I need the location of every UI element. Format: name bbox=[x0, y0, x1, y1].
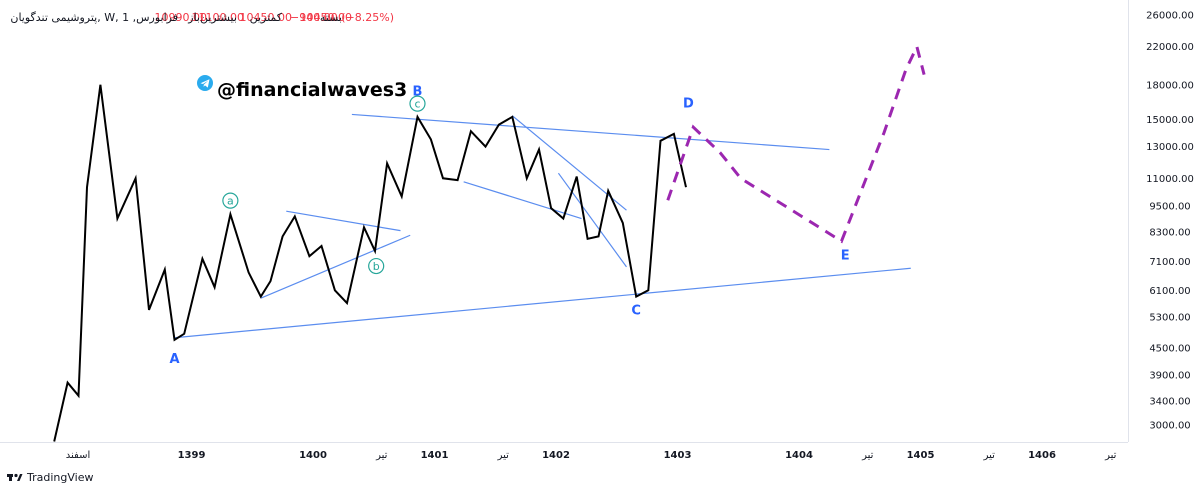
x-tick-label: 1405 bbox=[907, 450, 935, 461]
x-tick-label: اسفند bbox=[66, 450, 90, 461]
y-tick-label: 3400.00 bbox=[1149, 397, 1190, 408]
low-value: 10450.00 bbox=[240, 11, 293, 24]
watermark-handle: @financialwaves3 bbox=[217, 79, 407, 101]
symbol-header: −940.00 (−8.25%) 10450.00 کمترین 11100.0… bbox=[10, 11, 394, 24]
wave-label: D bbox=[683, 97, 694, 112]
x-tick-label: تیر bbox=[983, 450, 996, 461]
y-tick-label: 9500.00 bbox=[1149, 202, 1190, 213]
sub-wave-circle bbox=[368, 257, 385, 275]
x-tick-label: 1403 bbox=[664, 450, 692, 461]
y-tick-label: 6100.00 bbox=[1149, 286, 1190, 297]
x-tick-label: تیر bbox=[497, 450, 510, 461]
tradingview-branding: TradingView bbox=[7, 471, 93, 484]
x-tick-label: 1401 bbox=[421, 450, 449, 461]
x-tick-label: 1404 bbox=[785, 450, 813, 461]
sub-wave-text: c bbox=[414, 98, 420, 111]
trendline bbox=[557, 172, 627, 268]
price-line bbox=[53, 84, 687, 442]
sub-wave-label: c bbox=[409, 95, 426, 112]
y-tick-label: 3000.00 bbox=[1149, 421, 1190, 432]
trendlines bbox=[174, 113, 911, 339]
tradingview-brand: TradingView bbox=[26, 471, 93, 484]
watermark: @financialwaves3 bbox=[197, 75, 407, 101]
sub-wave-label: b bbox=[368, 257, 385, 275]
y-tick-label: 22000.00 bbox=[1146, 42, 1194, 53]
wave-label: C bbox=[631, 304, 641, 319]
high-label: بیشترین bbox=[200, 11, 237, 24]
x-tick-label: تیر bbox=[1104, 450, 1117, 461]
y-tick-label: 3900.00 bbox=[1149, 371, 1190, 382]
wave-labels: A B C D Ea b c bbox=[169, 84, 849, 367]
y-tick-label: 15000.00 bbox=[1146, 115, 1194, 126]
high-value: 11100.00 bbox=[192, 11, 245, 24]
x-tick-label: 1399 bbox=[178, 450, 206, 461]
x-tick-label: 1406 bbox=[1028, 450, 1056, 461]
open-label: باز bbox=[187, 11, 200, 24]
open-value: 10990.00 bbox=[155, 11, 208, 24]
trendline bbox=[286, 210, 401, 232]
trendline bbox=[463, 181, 582, 220]
close-value: 10450.00 bbox=[300, 11, 353, 24]
sub-wave-text: a bbox=[227, 195, 234, 208]
wave-label: E bbox=[841, 248, 850, 263]
tradingview-logo-icon bbox=[7, 473, 23, 481]
y-tick-label: 11000.00 bbox=[1146, 174, 1194, 185]
x-tick-label: 1402 bbox=[542, 450, 570, 461]
wave-label: B bbox=[413, 84, 423, 99]
telegram-icon bbox=[197, 75, 213, 91]
wave-label: A bbox=[169, 352, 179, 367]
y-tick-label: 7100.00 bbox=[1149, 257, 1190, 268]
price-change: −940.00 (−8.25%) bbox=[290, 11, 394, 24]
y-tick-label: 26000.00 bbox=[1146, 11, 1194, 22]
x-tick-label: 1400 bbox=[299, 450, 327, 461]
y-tick-label: 5300.00 bbox=[1149, 312, 1190, 323]
sub-wave-circle bbox=[409, 95, 426, 112]
x-axis: اسفند 1399 1400 تیر 1401 تیر 1402 1403 1404 تیر 14… bbox=[66, 450, 1117, 461]
trendline bbox=[351, 113, 830, 151]
low-label: کمترین bbox=[250, 11, 283, 24]
y-axis: 3000.00 3400.00 3900.00 4500.00 5300.00 6100.… bbox=[1146, 11, 1194, 432]
sub-wave-circle bbox=[222, 192, 239, 209]
x-tick-label: تیر bbox=[861, 450, 874, 461]
y-tick-label: 13000.00 bbox=[1146, 142, 1194, 153]
symbol-title: پتروشیمی تندگویان, W, فرابورس, 1 bbox=[10, 11, 178, 24]
close-label: بسته bbox=[320, 11, 342, 24]
forecast-path bbox=[666, 42, 926, 244]
sub-wave-label: a bbox=[222, 192, 239, 209]
trendline bbox=[260, 234, 411, 299]
series bbox=[53, 42, 926, 442]
y-tick-label: 18000.00 bbox=[1146, 80, 1194, 91]
y-tick-label: 4500.00 bbox=[1149, 344, 1190, 355]
sub-wave-text: b bbox=[373, 260, 380, 273]
trendline bbox=[174, 267, 911, 339]
y-tick-label: 8300.00 bbox=[1149, 227, 1190, 238]
x-tick-label: تیر bbox=[375, 450, 388, 461]
